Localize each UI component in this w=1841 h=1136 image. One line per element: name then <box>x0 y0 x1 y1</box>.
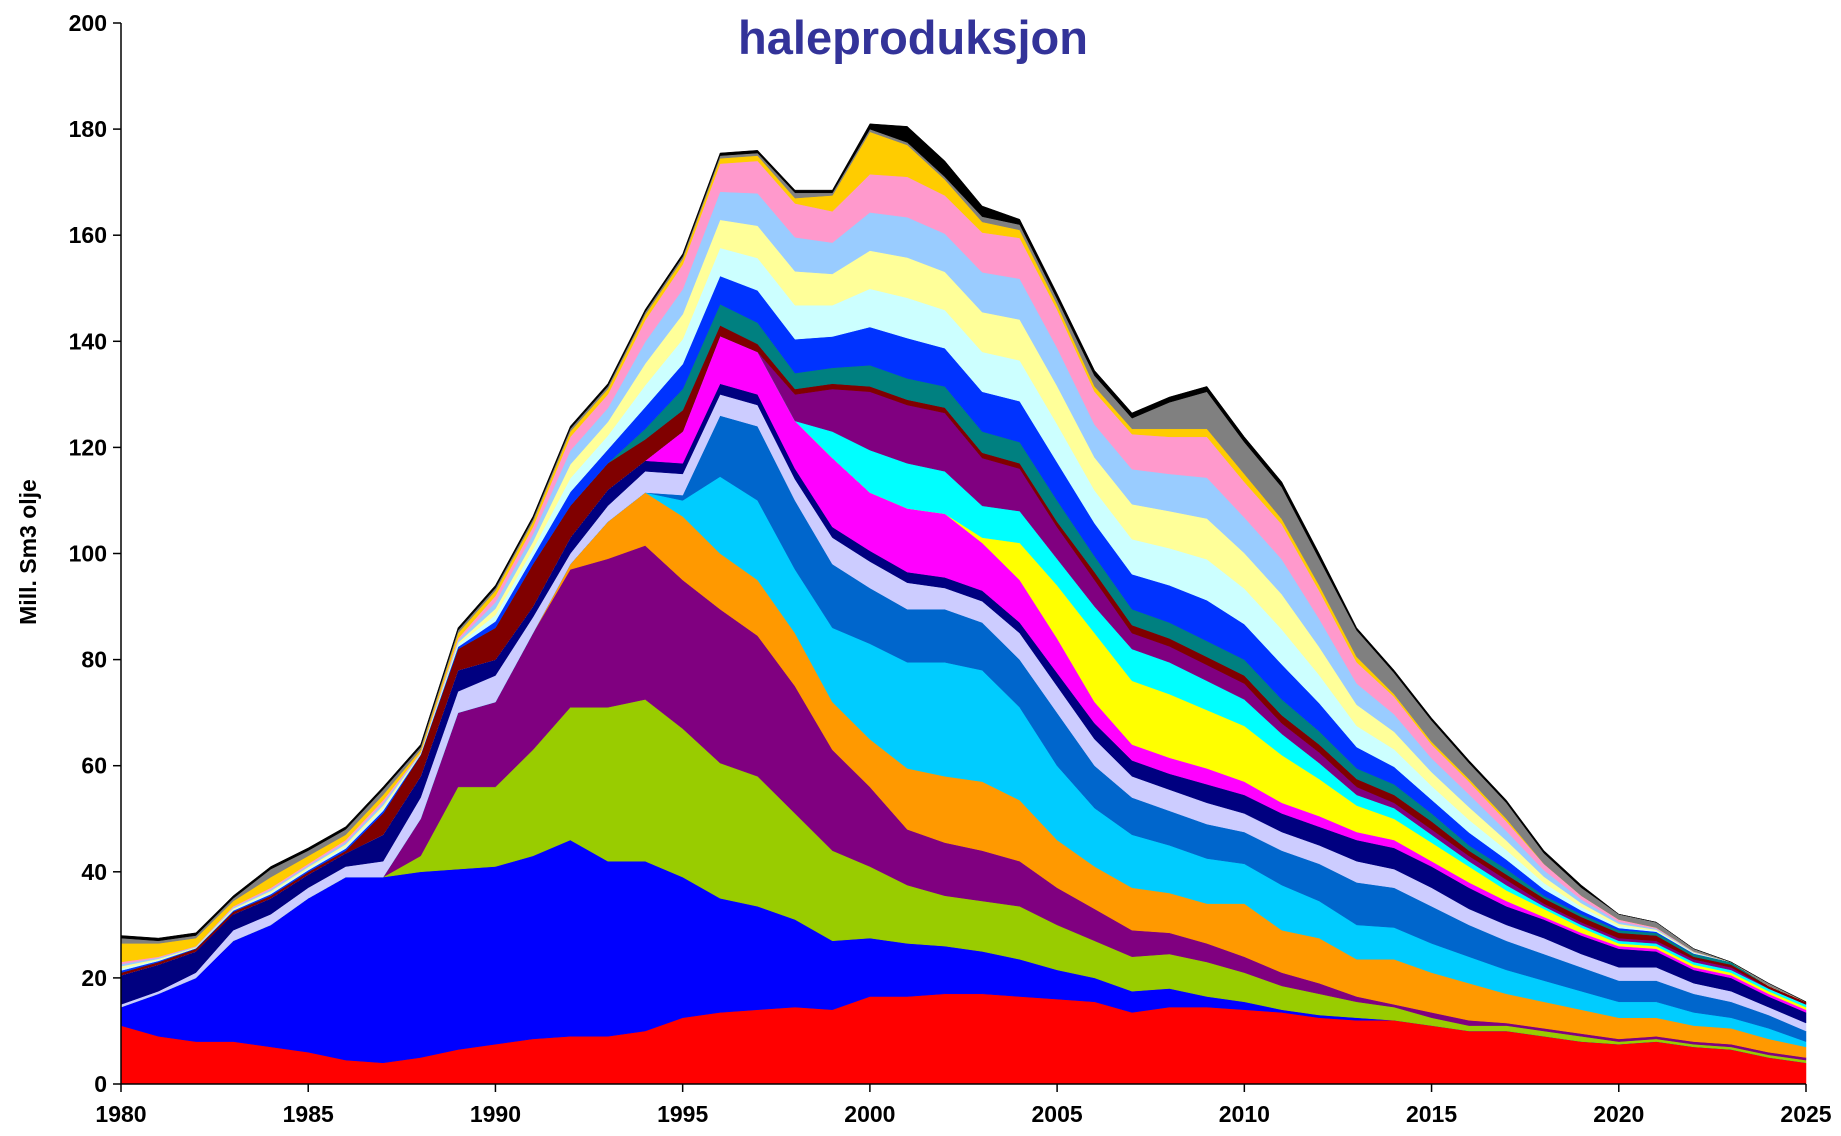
chart-title: haleproduksjon <box>738 11 1088 64</box>
y-tick-label: 120 <box>69 434 107 460</box>
x-tick-label: 1995 <box>657 1101 708 1127</box>
y-tick-label: 60 <box>81 753 107 779</box>
x-tick-label: 2000 <box>844 1101 895 1127</box>
y-tick-label: 140 <box>69 328 107 354</box>
x-tick-label: 1985 <box>283 1101 334 1127</box>
y-tick-label: 0 <box>94 1071 107 1097</box>
y-tick-label: 40 <box>81 859 107 885</box>
y-tick-label: 80 <box>81 647 107 673</box>
x-tick-label: 2020 <box>1593 1101 1644 1127</box>
y-tick-label: 200 <box>69 10 107 36</box>
x-tick-label: 2015 <box>1406 1101 1457 1127</box>
y-tick-label: 180 <box>69 116 107 142</box>
y-tick-label: 100 <box>69 541 107 567</box>
x-tick-label: 1990 <box>470 1101 521 1127</box>
x-tick-label: 1980 <box>95 1101 146 1127</box>
x-tick-label: 2005 <box>1032 1101 1083 1127</box>
x-tick-label: 2010 <box>1219 1101 1270 1127</box>
x-tick-label: 2025 <box>1780 1101 1831 1127</box>
y-axis-label: Mill. Sm3 olje <box>15 479 41 625</box>
y-tick-label: 20 <box>81 965 107 991</box>
y-tick-label: 160 <box>69 222 107 248</box>
area <box>120 123 1807 1003</box>
